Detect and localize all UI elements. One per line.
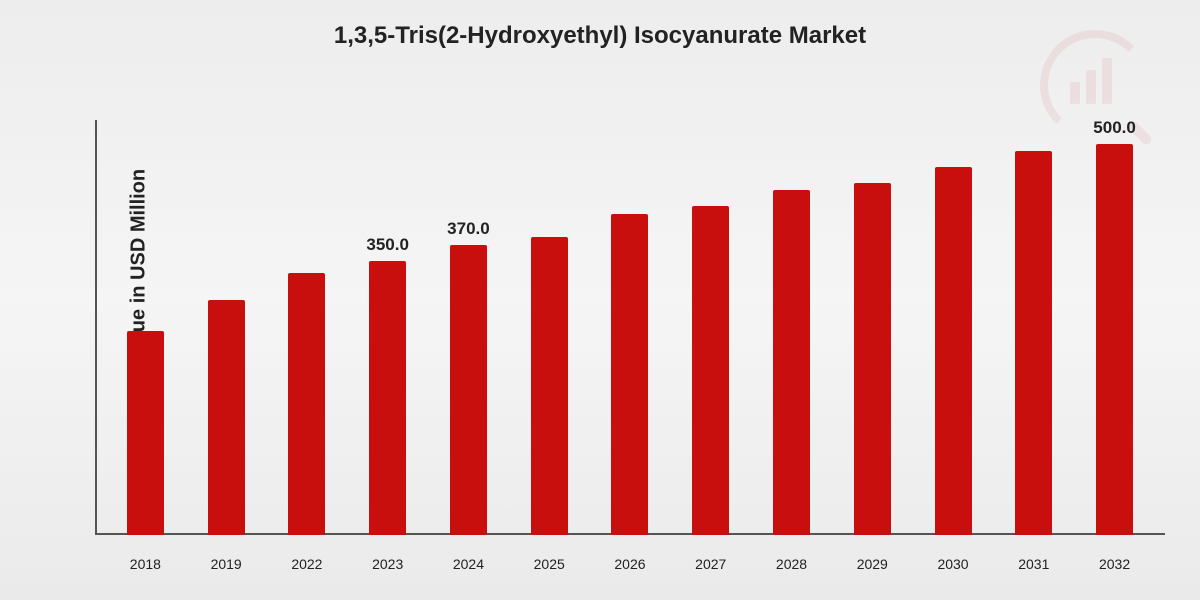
- bar: [288, 273, 325, 535]
- bar: [854, 183, 891, 535]
- bar: [369, 261, 406, 535]
- x-axis-tick-label: 2027: [670, 556, 751, 572]
- bar: [1096, 144, 1133, 536]
- bar: [692, 206, 729, 535]
- x-axis-tick-label: 2019: [186, 556, 267, 572]
- value-label: 350.0: [366, 235, 409, 255]
- x-axis-tick-label: 2032: [1074, 556, 1155, 572]
- bar-slot: [670, 120, 751, 535]
- x-axis-tick-label: 2030: [913, 556, 994, 572]
- bar-slot: [832, 120, 913, 535]
- value-label: 500.0: [1093, 118, 1136, 138]
- bar-slot: [186, 120, 267, 535]
- x-axis-tick-label: 2018: [105, 556, 186, 572]
- bar: [773, 190, 810, 535]
- bar-slot: [509, 120, 590, 535]
- bar-slot: 350.0: [347, 120, 428, 535]
- bar-slot: 370.0: [428, 120, 509, 535]
- x-axis-tick-label: 2028: [751, 556, 832, 572]
- x-axis-tick-label: 2025: [509, 556, 590, 572]
- bars-container: 350.0 370.0 500.0: [95, 120, 1165, 535]
- bar-slot: [913, 120, 994, 535]
- bar-slot: [590, 120, 671, 535]
- bar: [127, 331, 164, 535]
- chart-title: 1,3,5-Tris(2-Hydroxyethyl) Isocyanurate …: [0, 22, 1200, 50]
- x-axis-tick-label: 2029: [832, 556, 913, 572]
- bar: [1015, 151, 1052, 535]
- bar-slot: [267, 120, 348, 535]
- bar: [208, 300, 245, 535]
- x-axis-tick-label: 2031: [993, 556, 1074, 572]
- bar: [935, 167, 972, 535]
- bar: [531, 237, 568, 535]
- bar-slot: [993, 120, 1074, 535]
- x-axis-tick-label: 2026: [590, 556, 671, 572]
- x-axis-labels: 2018201920222023202420252026202720282029…: [95, 556, 1165, 572]
- bar-slot: [751, 120, 832, 535]
- bar: [611, 214, 648, 535]
- bar-slot: [105, 120, 186, 535]
- x-axis-tick-label: 2023: [347, 556, 428, 572]
- bar: [450, 245, 487, 535]
- x-axis-tick-label: 2024: [428, 556, 509, 572]
- plot-area: 350.0 370.0 500.0: [95, 120, 1165, 535]
- bar-slot: 500.0: [1074, 120, 1155, 535]
- x-axis-tick-label: 2022: [267, 556, 348, 572]
- value-label: 370.0: [447, 219, 490, 239]
